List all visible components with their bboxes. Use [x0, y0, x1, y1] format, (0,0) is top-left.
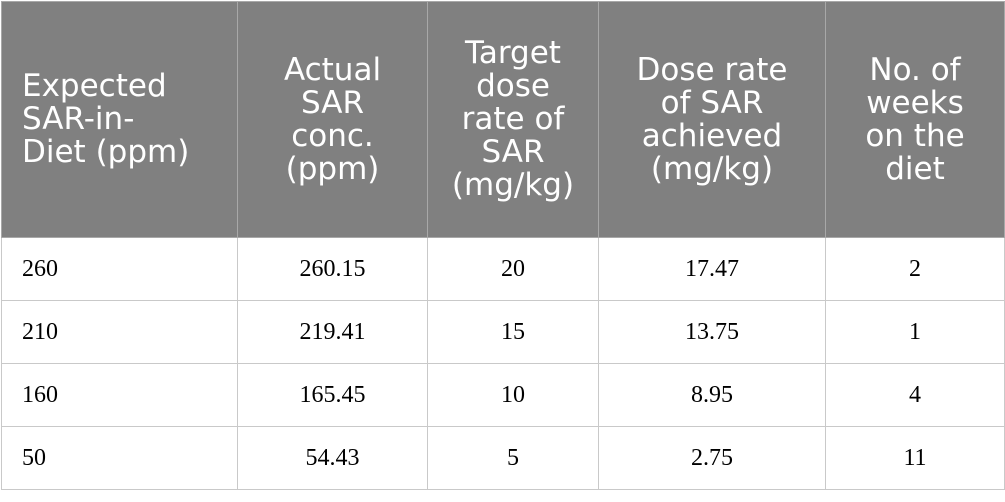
header-line: Target: [465, 35, 561, 71]
cell-actual-sar-conc: 260.15: [237, 237, 428, 301]
cell-expected-sar: 210: [1, 300, 238, 364]
table-row: 50 54.43 5 2.75 11: [1, 426, 1005, 490]
header-expected-sar-in-diet: Expected SAR-in- Diet (ppm): [1, 1, 238, 238]
header-line: achieved: [641, 117, 783, 154]
cell-target-dose-rate: 15: [427, 300, 599, 364]
header-line: (mg/kg): [650, 150, 774, 187]
table-row: 260 260.15 20 17.47 2: [1, 237, 1005, 301]
header-line: conc.: [291, 117, 374, 154]
cell-dose-rate-achieved: 17.47: [598, 237, 826, 301]
cell-weeks-on-diet: 11: [825, 426, 1005, 490]
cell-actual-sar-conc: 54.43: [237, 426, 428, 490]
header-line: SAR-in-: [22, 101, 135, 137]
header-line: No. of: [869, 51, 961, 88]
cell-target-dose-rate: 10: [427, 363, 599, 427]
header-line: Diet (ppm): [22, 134, 190, 170]
header-line: Expected: [22, 68, 167, 104]
table-row: 210 219.41 15 13.75 1: [1, 300, 1005, 364]
sar-diet-table: Expected SAR-in- Diet (ppm) Actual SAR c…: [1, 1, 1005, 490]
header-line: rate of: [461, 101, 565, 137]
header-line: (ppm): [285, 150, 380, 187]
header-line: on the: [865, 117, 965, 154]
cell-weeks-on-diet: 4: [825, 363, 1005, 427]
header-line: diet: [885, 150, 945, 187]
cell-actual-sar-conc: 165.45: [237, 363, 428, 427]
header-line: of SAR: [660, 84, 764, 121]
cell-actual-sar-conc: 219.41: [237, 300, 428, 364]
header-dose-rate-achieved: Dose rate of SAR achieved (mg/kg): [598, 1, 826, 238]
cell-target-dose-rate: 20: [427, 237, 599, 301]
header-line: Actual: [283, 51, 382, 88]
table-row: 160 165.45 10 8.95 4: [1, 363, 1005, 427]
cell-expected-sar: 50: [1, 426, 238, 490]
cell-dose-rate-achieved: 2.75: [598, 426, 826, 490]
header-target-dose-rate: Target dose rate of SAR (mg/kg): [427, 1, 599, 238]
header-line: Dose rate: [636, 51, 788, 88]
header-actual-sar-conc: Actual SAR conc. (ppm): [237, 1, 428, 238]
cell-target-dose-rate: 5: [427, 426, 599, 490]
header-line: dose: [476, 68, 550, 104]
cell-dose-rate-achieved: 8.95: [598, 363, 826, 427]
header-line: SAR: [481, 134, 545, 170]
header-weeks-on-diet: No. of weeks on the diet: [825, 1, 1005, 238]
cell-weeks-on-diet: 1: [825, 300, 1005, 364]
cell-dose-rate-achieved: 13.75: [598, 300, 826, 364]
header-line: weeks: [866, 84, 964, 121]
cell-weeks-on-diet: 2: [825, 237, 1005, 301]
header-line: (mg/kg): [451, 167, 575, 203]
header-line: SAR: [301, 84, 364, 121]
cell-expected-sar: 260: [1, 237, 238, 301]
cell-expected-sar: 160: [1, 363, 238, 427]
header-row: Expected SAR-in- Diet (ppm) Actual SAR c…: [1, 1, 1005, 238]
